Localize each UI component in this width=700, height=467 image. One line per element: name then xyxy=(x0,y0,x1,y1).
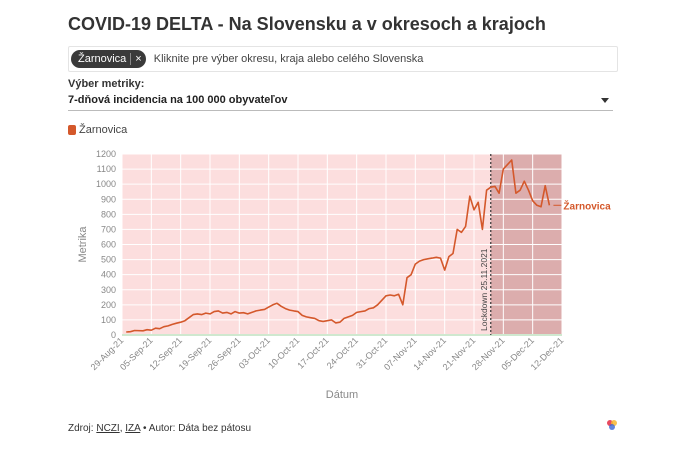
metric-dropdown[interactable]: 7-dňová incidencia na 100 000 obyvateľov xyxy=(68,90,613,111)
selected-district-label: Žarnovica xyxy=(78,53,127,65)
y-tick-label: 1100 xyxy=(97,164,116,174)
y-tick-label: 800 xyxy=(101,209,116,219)
logo-icon xyxy=(607,420,617,430)
y-tick-label: 100 xyxy=(101,315,116,325)
y-tick-label: 1200 xyxy=(96,149,116,159)
legend-swatch xyxy=(68,125,76,135)
x-axis-title: Dátum xyxy=(326,389,358,401)
source-credit: Zdroj: NCZI, IZA • Autor: Dáta bez pátos… xyxy=(68,423,251,434)
y-tick-label: 0 xyxy=(111,330,116,340)
selected-district-chip[interactable]: Žarnovica × xyxy=(71,50,146,68)
y-tick-label: 400 xyxy=(101,270,116,280)
source-link-iza[interactable]: IZA xyxy=(125,423,141,434)
y-tick-label: 700 xyxy=(101,224,116,234)
source-prefix: Zdroj: xyxy=(68,423,97,434)
metric-selected-value: 7-dňová incidencia na 100 000 obyvateľov xyxy=(68,94,288,106)
y-tick-label: 200 xyxy=(101,300,116,310)
chart-legend[interactable]: Žarnovica xyxy=(68,124,127,136)
legend-label: Žarnovica xyxy=(79,124,128,136)
district-selector[interactable]: Žarnovica × Kliknite pre výber okresu, k… xyxy=(68,46,618,72)
series-end-label: Žarnovica xyxy=(563,199,611,212)
source-separator: , xyxy=(119,423,126,434)
district-selector-placeholder[interactable]: Kliknite pre výber okresu, kraja alebo c… xyxy=(153,53,424,65)
source-suffix: • Autor: Dáta bez pátosu xyxy=(140,423,252,434)
y-tick-label: 900 xyxy=(101,194,116,204)
metric-label: Výber metriky: xyxy=(68,78,145,90)
y-tick-label: 600 xyxy=(101,240,116,250)
incidence-line-chart: 0 100 200 300 400 500 600 700 800 900 1000 1100 1200… xyxy=(77,149,611,401)
lockdown-label: Lockdown 25.11.2021 xyxy=(479,248,489,331)
y-tick-label: 1000 xyxy=(96,179,116,189)
y-axis-title: Metrika xyxy=(77,226,89,263)
page-title: COVID-19 DELTA - Na Slovensku a v okreso… xyxy=(68,14,546,34)
remove-district-icon[interactable]: × xyxy=(130,53,142,65)
y-tick-label: 300 xyxy=(101,285,116,295)
y-tick-label: 500 xyxy=(101,255,116,265)
source-link-nczi[interactable]: NCZI xyxy=(96,423,120,434)
chevron-down-icon[interactable] xyxy=(601,97,609,103)
series-line-zarnovica xyxy=(126,159,551,333)
